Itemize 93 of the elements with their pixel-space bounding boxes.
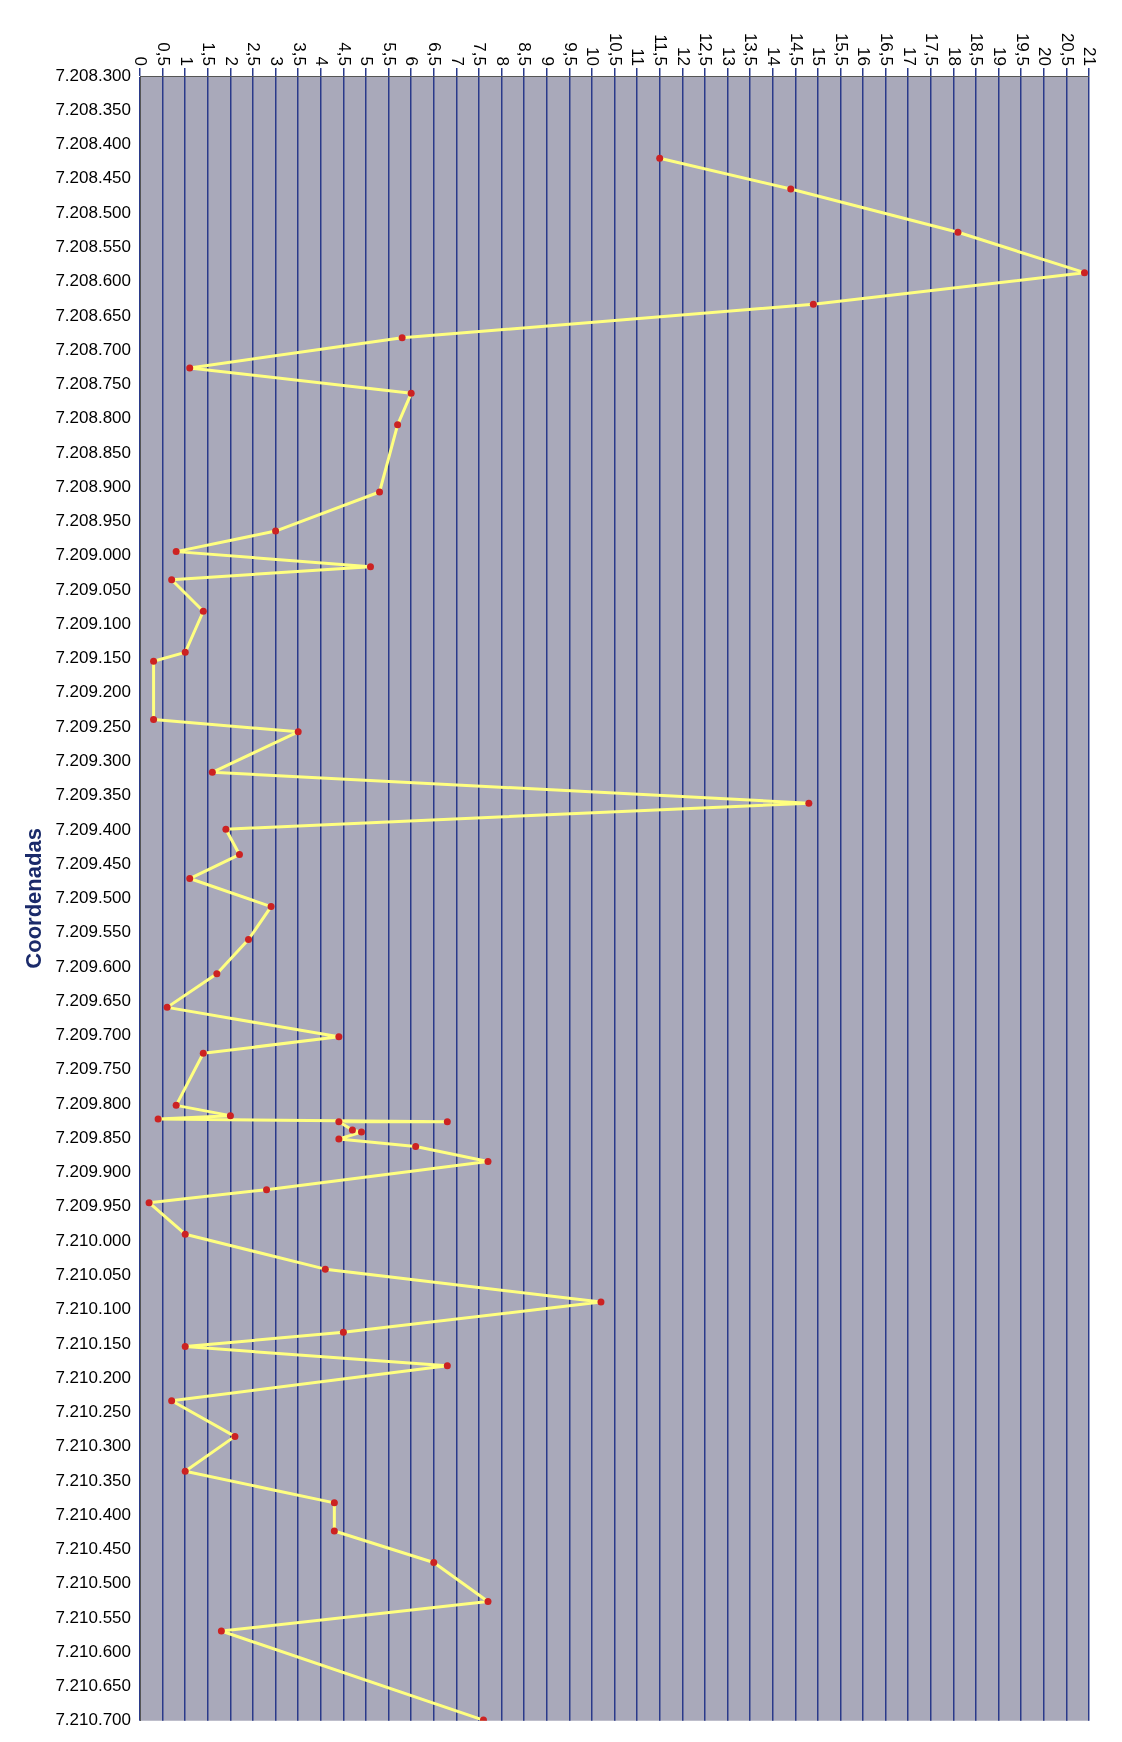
y-tick-label: 7.210.700 (55, 1710, 132, 1730)
x-tick-label: 9,5 (560, 42, 580, 66)
y-axis-title: Coordenadas (21, 828, 47, 969)
y-tick-label: 7.208.950 (55, 511, 132, 531)
y-tick-label: 7.210.250 (55, 1402, 132, 1422)
x-tick-label: 18 (944, 47, 964, 66)
y-tick-label: 7.208.600 (55, 271, 132, 291)
x-tick-label: 17 (899, 47, 919, 66)
x-tick-label: 11 (628, 48, 648, 66)
y-tick-label: 7.208.400 (55, 134, 132, 154)
y-tick-label: 7.209.050 (55, 579, 132, 599)
y-tick-label: 7.210.100 (55, 1299, 132, 1319)
y-tick-label: 7.210.500 (55, 1573, 132, 1593)
y-tick-label: 7.209.350 (55, 785, 132, 805)
x-tick-label: 14 (763, 47, 783, 66)
y-tick-label: 7.208.450 (55, 168, 132, 188)
y-tick-label: 7.209.250 (55, 716, 132, 736)
y-tick-label: 7.209.750 (55, 1059, 132, 1079)
y-tick-label: 7.210.000 (55, 1230, 132, 1250)
x-tick-label: 4 (312, 56, 332, 66)
x-tick-label: 19,5 (1012, 32, 1032, 66)
x-tick-label: 13 (718, 47, 738, 66)
x-tick-label: 14,5 (786, 32, 806, 66)
y-tick-label: 7.209.100 (55, 613, 132, 633)
x-tick-label: 8,5 (515, 42, 535, 66)
x-tick-label: 3 (266, 56, 286, 66)
x-tick-label: 17,5 (922, 32, 942, 66)
x-tick-label: 2,5 (244, 42, 264, 66)
y-tick-label: 7.210.300 (55, 1436, 132, 1456)
y-tick-label: 7.209.000 (55, 545, 132, 565)
x-tick-label: 15,5 (831, 32, 851, 66)
y-tick-label: 7.209.450 (55, 853, 132, 873)
y-tick-label: 7.208.650 (55, 305, 132, 325)
x-tick-label: 5,5 (379, 42, 399, 66)
x-tick-label: 20,5 (1057, 32, 1077, 66)
y-tick-label: 7.209.850 (55, 1127, 132, 1147)
y-tick-label: 7.208.550 (55, 237, 132, 257)
x-tick-label: 4,5 (334, 42, 354, 66)
x-tick-label: 5 (357, 56, 377, 66)
x-tick-label: 0,5 (153, 42, 173, 66)
y-tick-label: 7.210.600 (55, 1641, 132, 1661)
x-tick-label: 10 (583, 47, 603, 66)
y-tick-label: 7.209.550 (55, 922, 132, 942)
y-tick-label: 7.210.350 (55, 1470, 132, 1490)
y-tick-label: 7.209.650 (55, 990, 132, 1010)
y-tick-label: 7.208.700 (55, 339, 132, 359)
y-tick-label: 7.209.700 (55, 1025, 132, 1045)
y-tick-label: 7.209.900 (55, 1162, 132, 1182)
y-tick-label: 7.208.300 (55, 65, 132, 85)
x-tick-label: 13,5 (741, 32, 761, 66)
x-tick-label: 3,5 (289, 42, 309, 66)
x-tick-label: 20 (1035, 47, 1055, 66)
x-tick-label: 16 (854, 47, 874, 66)
y-tick-label: 7.209.600 (55, 956, 132, 976)
x-tick-label: 9 (538, 56, 558, 66)
x-tick-label: 21 (1080, 47, 1100, 66)
y-tick-label: 7.210.650 (55, 1676, 132, 1696)
y-tick-label: 7.208.800 (55, 408, 132, 428)
x-tick-label: 16,5 (876, 32, 896, 66)
x-tick-label: 12 (673, 47, 693, 66)
x-tick-label: 15 (809, 47, 829, 66)
y-tick-label: 7.209.300 (55, 751, 132, 771)
x-tick-label: 6,5 (425, 42, 445, 66)
x-tick-label: 0 (131, 56, 151, 66)
x-tick-label: 11,5 (651, 34, 671, 66)
x-tick-label: 2 (221, 56, 241, 66)
y-tick-label: 7.209.150 (55, 648, 132, 668)
y-tick-label: 7.210.200 (55, 1367, 132, 1387)
x-tick-label: 8 (492, 56, 512, 66)
x-tick-label: 19 (989, 47, 1009, 66)
x-tick-label: 7,5 (470, 42, 490, 66)
y-tick-label: 7.208.850 (55, 442, 132, 462)
y-tick-label: 7.209.200 (55, 682, 132, 702)
x-tick-label: 1 (176, 56, 196, 66)
x-tick-label: 1,5 (199, 42, 219, 66)
x-tick-label: 18,5 (967, 32, 987, 66)
y-tick-label: 7.210.550 (55, 1607, 132, 1627)
y-tick-label: 7.208.500 (55, 202, 132, 222)
y-tick-label: 7.210.050 (55, 1265, 132, 1285)
y-tick-label: 7.208.750 (55, 374, 132, 394)
y-tick-label: 7.210.150 (55, 1333, 132, 1353)
y-tick-label: 7.209.500 (55, 888, 132, 908)
y-tick-label: 7.210.400 (55, 1504, 132, 1524)
x-tick-label: 10,5 (605, 32, 625, 66)
x-tick-label: 6 (402, 56, 422, 66)
y-tick-label: 7.208.350 (55, 99, 132, 119)
y-tick-label: 7.210.450 (55, 1539, 132, 1559)
x-tick-label: 7 (447, 56, 467, 66)
y-tick-label: 7.209.950 (55, 1196, 132, 1216)
y-tick-label: 7.208.900 (55, 476, 132, 496)
y-tick-label: 7.209.800 (55, 1093, 132, 1113)
x-tick-label: 12,5 (696, 32, 716, 66)
y-tick-label: 7.209.400 (55, 819, 132, 839)
